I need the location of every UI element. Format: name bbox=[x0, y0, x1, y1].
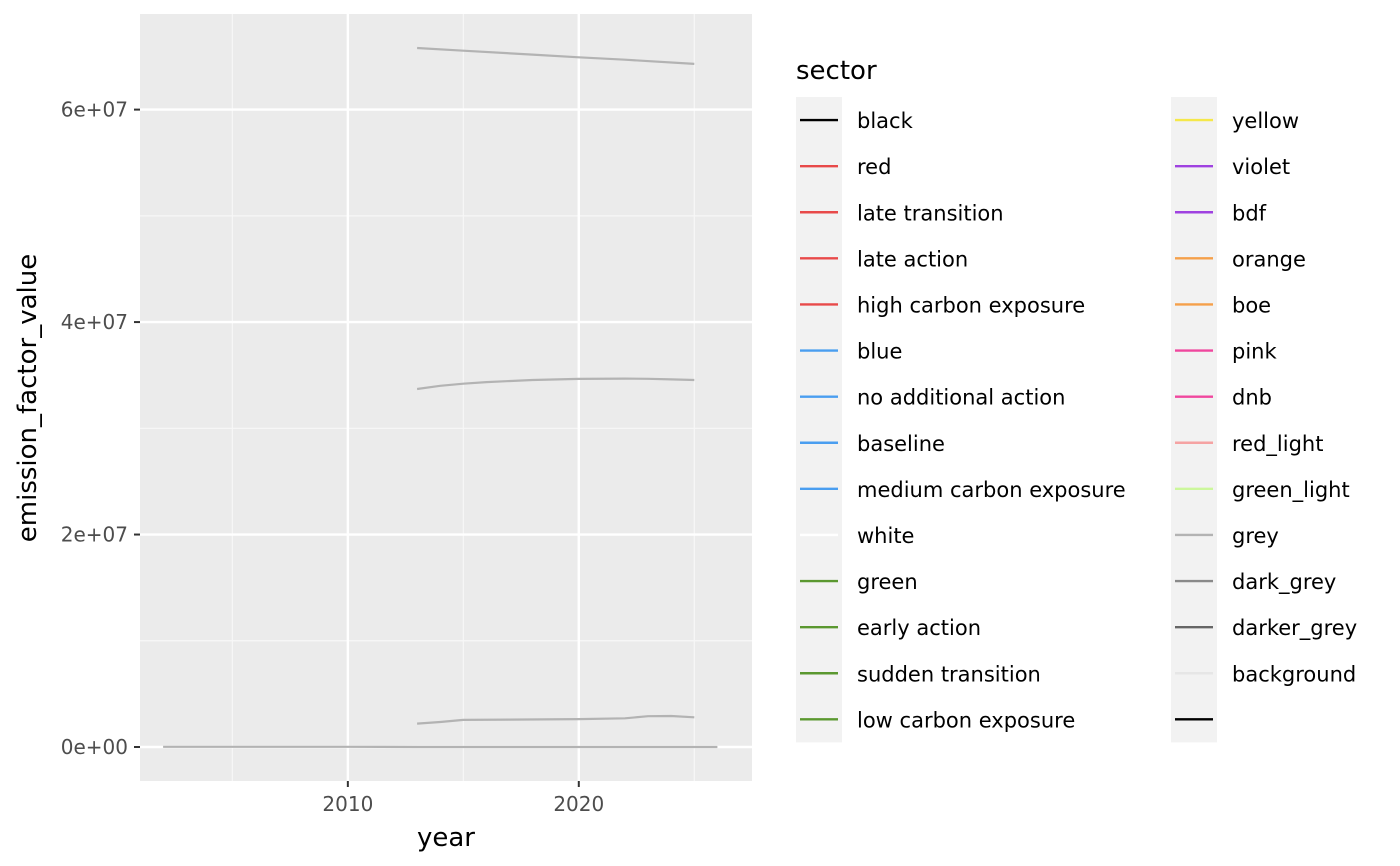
legend-label: green bbox=[857, 570, 918, 594]
legend-label: dark_grey bbox=[1232, 570, 1336, 595]
legend-title: sector bbox=[796, 56, 877, 86]
legend-key-background bbox=[796, 97, 842, 743]
legend: sector black red late transition late actio… bbox=[796, 56, 1357, 743]
legend-label: background bbox=[1232, 662, 1356, 686]
legend-label: dnb bbox=[1232, 386, 1272, 410]
legend-label: boe bbox=[1232, 293, 1271, 317]
legend-label: blue bbox=[857, 340, 902, 364]
legend-label: no additional action bbox=[857, 386, 1065, 410]
legend-label: darker_grey bbox=[1232, 616, 1357, 641]
minor-gridlines bbox=[140, 14, 752, 781]
y-tick-label: 2e+07 bbox=[61, 523, 128, 547]
legend-label: green_light bbox=[1232, 478, 1350, 503]
series-layer bbox=[163, 46, 718, 749]
legend-label: sudden transition bbox=[857, 662, 1041, 686]
y-tick-label: 0e+00 bbox=[61, 735, 128, 759]
y-axis: 0e+00 2e+07 4e+07 6e+07 bbox=[61, 98, 140, 759]
legend-label: red_light bbox=[1232, 432, 1323, 457]
x-axis-title: year bbox=[417, 823, 475, 853]
legend-label: medium carbon exposure bbox=[857, 478, 1126, 502]
legend-label: yellow bbox=[1232, 109, 1299, 133]
legend-label: early action bbox=[857, 616, 981, 640]
series-line-1 bbox=[417, 46, 695, 65]
y-tick-label: 4e+07 bbox=[61, 310, 128, 334]
series-line-2 bbox=[416, 377, 695, 391]
x-tick-label: 2020 bbox=[553, 792, 604, 816]
legend-label: black bbox=[857, 109, 914, 133]
legend-key-background bbox=[1171, 97, 1217, 743]
series-line-3 bbox=[417, 714, 695, 725]
legend-label: white bbox=[857, 524, 914, 548]
y-tick-label: 6e+07 bbox=[61, 98, 128, 122]
legend-items: black red late transition late action high c… bbox=[796, 97, 1357, 743]
legend-label: late transition bbox=[857, 201, 1004, 225]
legend-label: red bbox=[857, 155, 891, 179]
legend-label: pink bbox=[1232, 340, 1277, 364]
plot-panel bbox=[140, 14, 752, 781]
legend-label: low carbon exposure bbox=[857, 708, 1075, 732]
legend-label: baseline bbox=[857, 432, 945, 456]
legend-label: grey bbox=[1232, 524, 1279, 548]
legend-label: late action bbox=[857, 247, 968, 271]
x-axis: 2010 2020 bbox=[322, 781, 604, 816]
legend-label: bdf bbox=[1232, 201, 1267, 225]
legend-label: violet bbox=[1232, 155, 1290, 179]
legend-label: high carbon exposure bbox=[857, 293, 1085, 317]
legend-label: orange bbox=[1232, 247, 1306, 271]
x-tick-label: 2010 bbox=[322, 792, 373, 816]
y-axis-title: emission_factor_value bbox=[13, 254, 43, 542]
